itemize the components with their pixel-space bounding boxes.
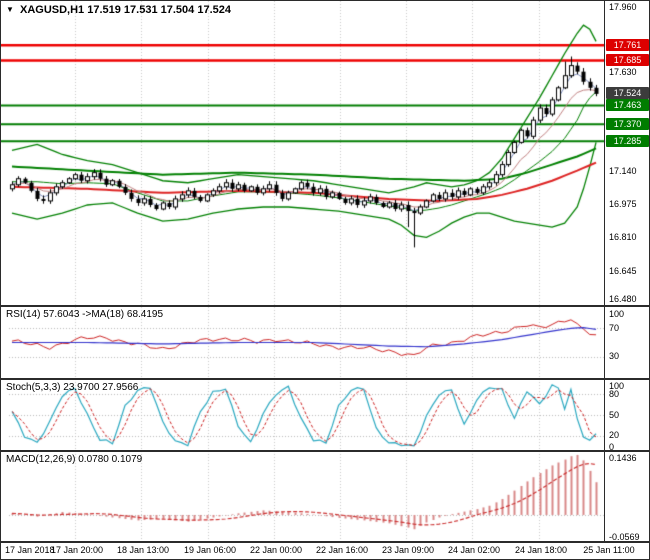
time-axis[interactable]: 17 Jan 2018 17 Jan 20:00 18 Jan 13:00 19…	[1, 543, 649, 559]
ohlc-quote: 17.519 17.531 17.504 17.524	[87, 4, 231, 16]
time-tick: 19 Jan 06:00	[183, 545, 237, 555]
price-tag: 17.463	[606, 99, 649, 111]
price-tag: 17.761	[606, 39, 649, 51]
stoch-tick: 50	[609, 410, 620, 420]
stoch-label: Stoch(5,3,3) 23.9700 27.9566	[6, 382, 139, 393]
stoch-tick: 100	[609, 381, 625, 391]
time-tick: 17 Jan 2018	[5, 545, 55, 555]
chevron-down-icon[interactable]: ▼	[6, 5, 14, 14]
price-tick: 17.140	[609, 166, 637, 176]
price-tick: 16.810	[609, 232, 637, 242]
panel-separator[interactable]	[1, 450, 649, 452]
time-tick: 23 Jan 09:00	[381, 545, 435, 555]
rsi-label: RSI(14) 57.6043 ->MA(18) 68.4195	[6, 309, 164, 320]
price-tag: 17.685	[606, 54, 649, 66]
stoch-tick: 80	[609, 389, 620, 399]
price-tag: 17.370	[606, 118, 649, 130]
price-tick: 17.960	[609, 2, 637, 12]
price-tick: 16.480	[609, 294, 637, 304]
panel-separator[interactable]	[1, 305, 649, 307]
price-tick: 17.630	[609, 67, 637, 77]
price-tag: 17.285	[606, 135, 649, 147]
chart-title: ▼ XAGUSD,H1 17.519 17.531 17.504 17.524	[6, 4, 231, 16]
macd-label: MACD(12,26,9) 0.0780 0.1079	[6, 454, 143, 465]
macd-tick: -0.0569	[609, 532, 640, 542]
time-tick: 22 Jan 00:00	[249, 545, 303, 555]
axis-divider	[604, 1, 605, 543]
panel-separator[interactable]	[1, 378, 649, 380]
rsi-tick: 30	[609, 351, 620, 361]
symbol-timeframe: XAGUSD,H1	[19, 4, 85, 16]
time-tick: 24 Jan 02:00	[447, 545, 501, 555]
panel-separator[interactable]	[1, 541, 649, 543]
stoch-tick: 0	[609, 442, 615, 452]
time-tick: 18 Jan 13:00	[116, 545, 170, 555]
rsi-tick: 70	[609, 323, 620, 333]
price-tick: 16.975	[609, 199, 637, 209]
macd-tick: 0.1436	[609, 453, 637, 463]
current-price-tag: 17.524	[606, 87, 649, 99]
price-axis[interactable]: 17.960 17.630 17.140 16.975 16.810 16.64…	[605, 1, 649, 543]
price-tick: 16.645	[609, 266, 637, 276]
stoch-tick: 20	[609, 430, 620, 440]
time-tick: 24 Jan 18:00	[514, 545, 568, 555]
time-tick: 17 Jan 20:00	[50, 545, 104, 555]
rsi-tick: 100	[609, 309, 625, 319]
time-tick: 22 Jan 16:00	[315, 545, 369, 555]
time-tick: 25 Jan 11:00	[583, 545, 635, 555]
